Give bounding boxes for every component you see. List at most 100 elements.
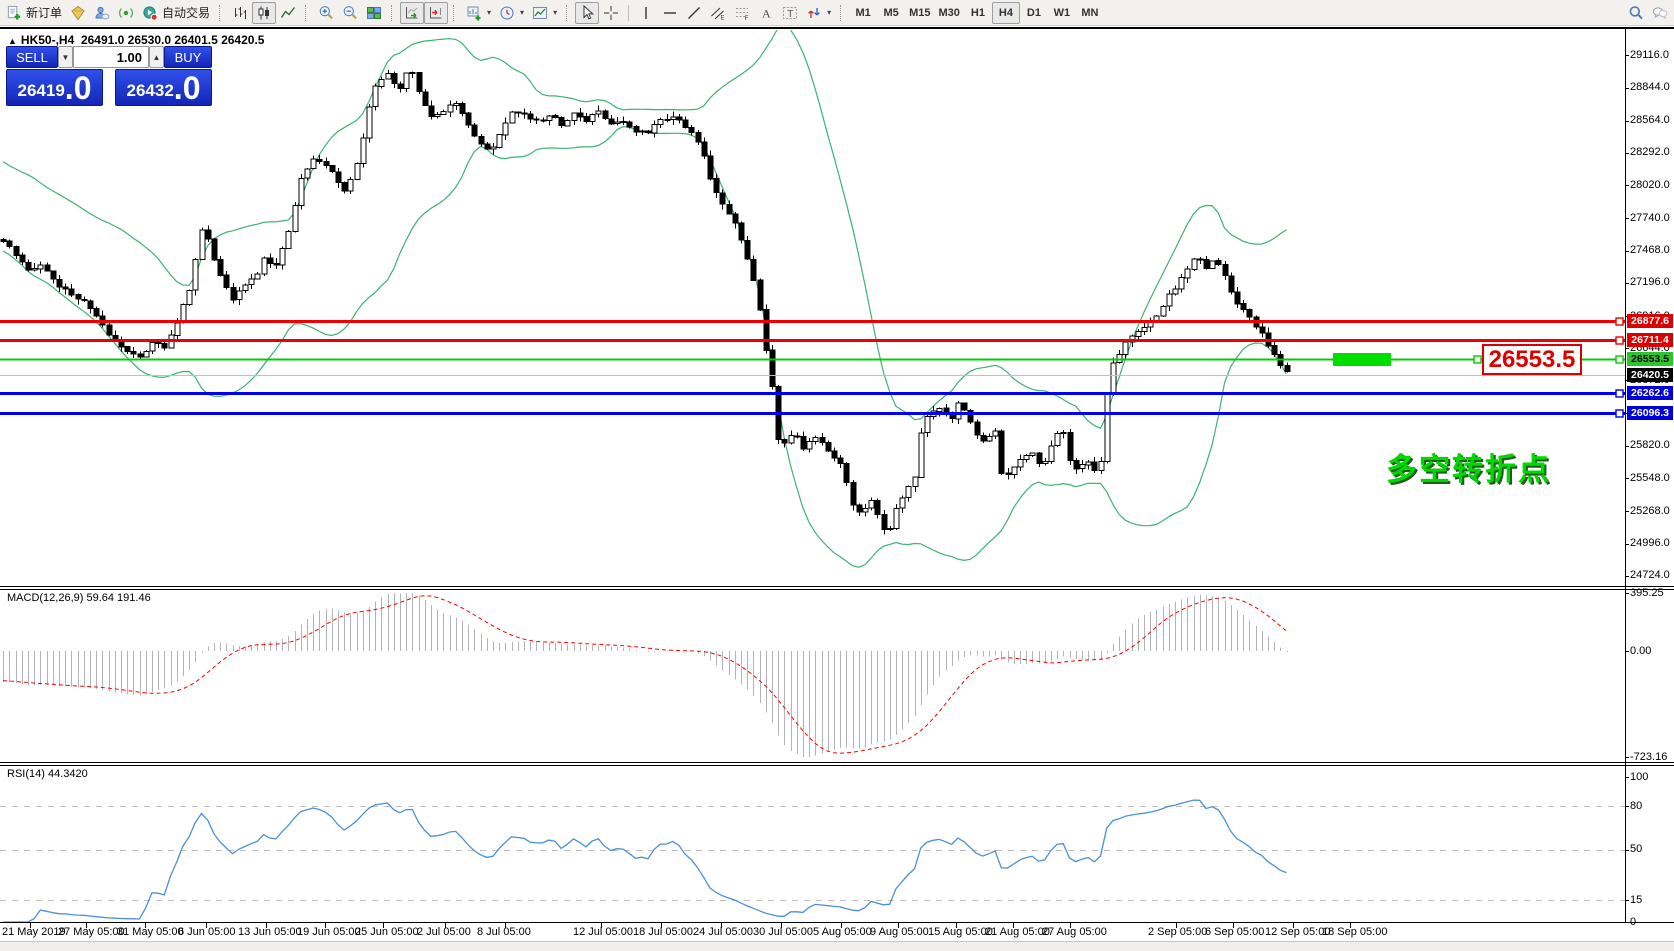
new-chart-icon	[466, 5, 482, 21]
new-order-button[interactable]: 新订单	[2, 2, 66, 24]
cursor-button[interactable]	[575, 1, 600, 24]
chat-button[interactable]	[1648, 2, 1672, 24]
buy-price-main: 26432	[126, 81, 174, 100]
dropdown-arrow-icon[interactable]: ▾	[827, 8, 832, 17]
new-order-button-label: 新订单	[26, 6, 63, 20]
signal-icon	[118, 5, 134, 21]
vertical-line-button[interactable]	[634, 2, 658, 24]
hline-anchor[interactable]	[1615, 317, 1624, 326]
price-tag-26262.6: 26262.6	[1627, 386, 1673, 401]
time-axis-label: 25 Jun 05:00	[355, 926, 419, 938]
time-axis-label: 21 Aug 05:00	[985, 926, 1050, 938]
time-axis-label: 18 Jul 05:00	[633, 926, 693, 938]
community-button[interactable]	[90, 2, 114, 24]
price-tag-26711.4: 26711.4	[1627, 333, 1673, 348]
new-chart-button[interactable]: ▾	[462, 2, 495, 24]
horizontal-line-button[interactable]	[658, 2, 682, 24]
trendline-icon	[686, 5, 702, 21]
hline-anchor[interactable]	[1615, 389, 1624, 398]
timeframe-w1[interactable]: W1	[1053, 6, 1071, 19]
channel-button[interactable]: E	[706, 2, 730, 24]
svg-text:E: E	[721, 15, 725, 21]
price-tag-26553.5: 26553.5	[1627, 351, 1673, 366]
collapse-icon[interactable]: ▲	[8, 36, 17, 46]
dropdown-arrow-icon[interactable]: ▾	[487, 8, 492, 17]
timeframe-m5[interactable]: M5	[883, 6, 899, 19]
autotrading-button[interactable]: 自动交易	[138, 2, 214, 24]
sell-button[interactable]: SELL	[6, 46, 58, 68]
volume-increase-button[interactable]: ▲	[149, 46, 164, 68]
zoom-in-icon	[318, 5, 334, 21]
time-axis-label: 12 Sep 05:00	[1265, 926, 1331, 938]
price-axis-label: 24996.0	[1630, 537, 1670, 549]
chart-shift-button[interactable]	[424, 1, 449, 24]
time-axis-label: 30 Jul 05:00	[753, 926, 813, 938]
zoom-in-button[interactable]	[314, 2, 338, 24]
toolbar-separator	[628, 4, 630, 21]
time-axis-label: 21 May 2019	[2, 926, 66, 938]
macd-axis-label: 395.25	[1630, 586, 1664, 599]
macd-axis-label: -723.16	[1630, 750, 1668, 763]
line-chart-button[interactable]	[276, 2, 300, 24]
volume-decrease-button[interactable]: ▼	[58, 46, 73, 68]
crosshair-icon	[603, 5, 619, 21]
axis-ticks	[30, 55, 1629, 928]
fibonacci-button[interactable]: F	[730, 2, 754, 24]
bar-chart-button[interactable]	[228, 2, 252, 24]
tile-windows-button[interactable]	[362, 2, 386, 24]
time-axis-label: 19 Jun 05:00	[297, 926, 361, 938]
candle-chart-icon	[256, 5, 272, 21]
buy-price-button[interactable]: 26432.0	[115, 69, 212, 106]
community-icon	[94, 5, 110, 21]
line-chart-icon	[280, 5, 296, 21]
price-axis-label: 28020.0	[1630, 178, 1670, 191]
editor-icon	[70, 5, 86, 21]
price-axis-label: 24724.0	[1630, 569, 1670, 582]
timeframe-d1[interactable]: D1	[1026, 6, 1041, 19]
timeframe-m15[interactable]: M15	[909, 6, 931, 19]
zoom-out-button[interactable]	[338, 2, 362, 24]
timeframe-h4[interactable]: H4	[991, 1, 1020, 24]
trendline-button[interactable]	[682, 2, 706, 24]
candlestick-button[interactable]	[252, 1, 277, 24]
volume-input[interactable]	[73, 46, 149, 68]
time-axis-label: 27 Aug 05:00	[1042, 926, 1107, 938]
bollinger-bands	[2, 30, 1288, 568]
search-button[interactable]	[1624, 2, 1648, 24]
autotrading-button-label: 自动交易	[162, 6, 211, 20]
text-button[interactable]: A	[754, 2, 778, 24]
crosshair-button[interactable]	[599, 2, 623, 24]
sell-price-frac: .0	[64, 70, 92, 106]
price-tag-26096.3: 26096.3	[1627, 406, 1673, 421]
periods-button[interactable]: ▾	[495, 2, 528, 24]
buy-button[interactable]: BUY	[164, 46, 212, 68]
signals-button[interactable]	[114, 2, 138, 24]
pivot-annotation-text[interactable]: 多空转折点	[1386, 452, 1551, 487]
text-label-button[interactable]: T	[778, 2, 802, 24]
time-axis-label: 31 May 05:00	[117, 926, 184, 938]
pivot-highlight-bar[interactable]	[1333, 353, 1391, 366]
dropdown-arrow-icon[interactable]: ▾	[520, 8, 525, 17]
templates-button[interactable]: ▾	[528, 2, 561, 24]
time-axis-label: 6 Sep 05:00	[1205, 926, 1265, 938]
svg-text:T: T	[787, 8, 793, 19]
timeframe-mn[interactable]: MN	[1081, 6, 1099, 19]
timeframe-m1[interactable]: M1	[855, 6, 871, 19]
timeframe-m30[interactable]: M30	[938, 6, 960, 19]
price-callout-box[interactable]: 26553.5	[1482, 344, 1582, 375]
timeframe-h1[interactable]: H1	[970, 6, 985, 19]
dropdown-arrow-icon[interactable]: ▾	[553, 8, 558, 17]
arrows-button[interactable]: ▾	[802, 2, 835, 24]
chart-shift-icon	[428, 5, 444, 21]
sell-price-button[interactable]: 26419.0	[6, 69, 103, 106]
auto-scroll-button[interactable]	[400, 1, 425, 24]
hline-anchor[interactable]	[1473, 355, 1482, 364]
metaeditor-button[interactable]	[66, 2, 90, 24]
hline-anchor[interactable]	[1615, 409, 1624, 418]
rsi-axis-label: 80	[1630, 799, 1643, 812]
hline-anchor[interactable]	[1615, 355, 1624, 364]
buy-price-frac: .0	[173, 70, 201, 106]
hline-anchor[interactable]	[1615, 336, 1624, 345]
time-axis-label: 18 Sep 05:00	[1322, 926, 1388, 938]
